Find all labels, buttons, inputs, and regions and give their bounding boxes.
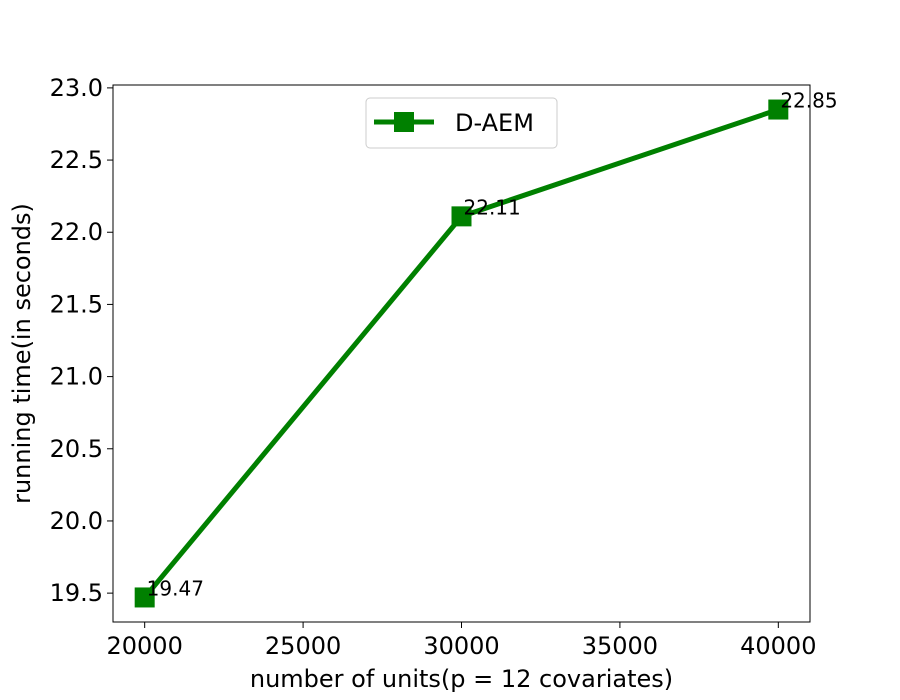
series-layer: 19.47 22.11 22.85	[134, 89, 838, 608]
y-tick-label: 20.5	[50, 435, 103, 463]
y-tick-label: 20.0	[50, 507, 103, 535]
data-value-label: 22.11	[464, 195, 521, 219]
y-tick-label: 22.5	[50, 146, 103, 174]
x-axis-title: number of units(p = 12 covariates)	[250, 665, 673, 693]
y-tick-label: 23.0	[50, 74, 103, 102]
x-tick-label: 35000	[582, 632, 658, 660]
data-value-label: 22.85	[780, 89, 837, 113]
x-axis-ticks: 20000 25000 30000 35000 40000	[107, 622, 816, 660]
y-tick-label: 22.0	[50, 218, 103, 246]
x-tick-label: 20000	[107, 632, 183, 660]
y-tick-label: 21.0	[50, 363, 103, 391]
legend: D-AEM	[365, 97, 558, 149]
y-axis-ticks: 19.5 20.0 20.5 21.0 21.5 22.0 22.5 23.0	[50, 74, 113, 607]
legend-label: D-AEM	[455, 109, 534, 137]
legend-square-marker	[394, 112, 414, 132]
data-value-label: 19.47	[147, 576, 204, 600]
x-tick-label: 25000	[265, 632, 341, 660]
y-tick-label: 19.5	[50, 579, 103, 607]
x-tick-label: 40000	[740, 632, 816, 660]
data-point-marker	[451, 206, 472, 227]
legend-box	[365, 97, 558, 149]
data-point-marker	[134, 587, 155, 608]
series-line	[142, 107, 780, 600]
y-tick-label: 21.5	[50, 290, 103, 318]
plot-frame	[112, 84, 811, 623]
x-tick-label: 30000	[423, 632, 499, 660]
y-axis-title: running time(in seconds)	[8, 203, 36, 504]
data-point-marker	[768, 99, 789, 120]
